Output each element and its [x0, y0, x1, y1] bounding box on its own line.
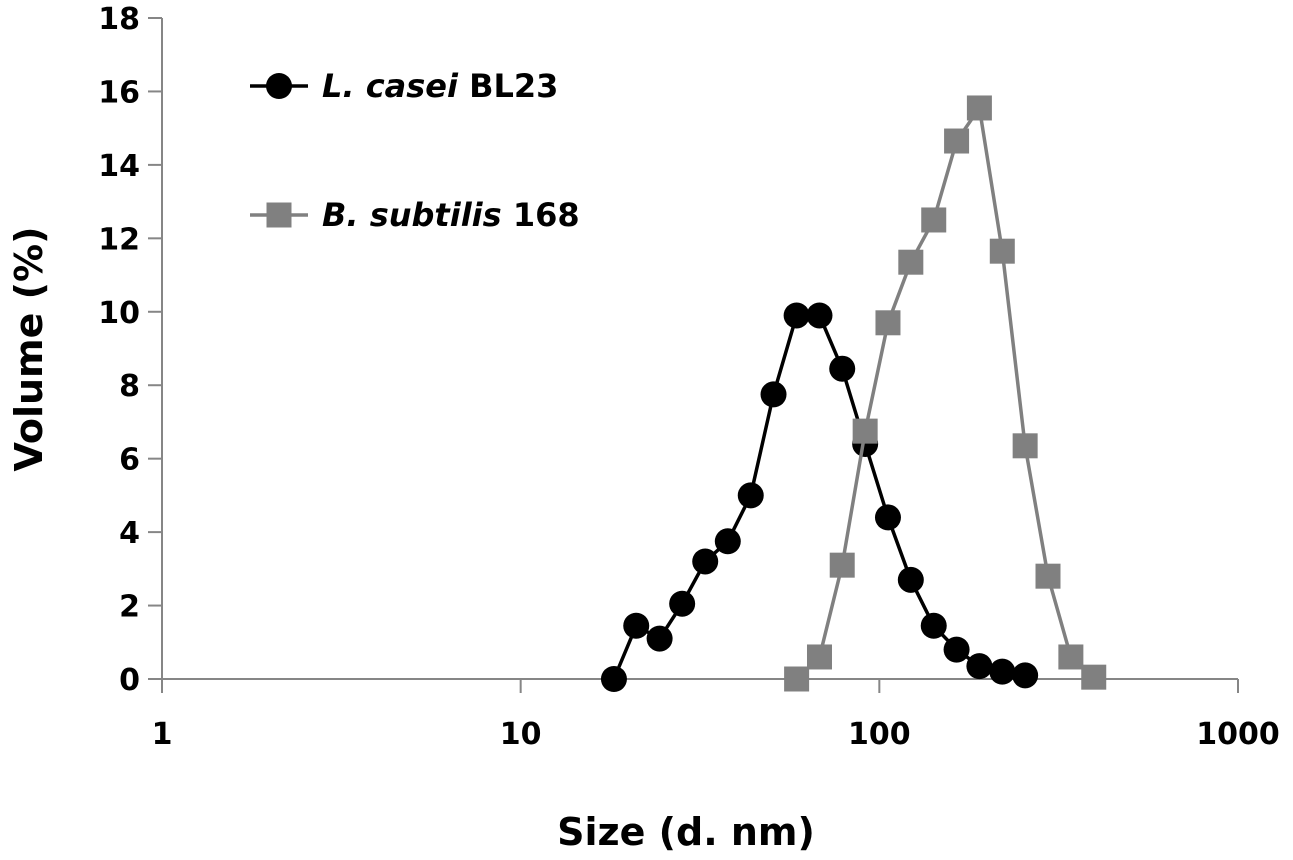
data-point — [829, 552, 855, 578]
data-point — [920, 612, 947, 639]
y-tick-label: 14 — [98, 149, 140, 184]
data-point — [784, 666, 810, 692]
data-point — [921, 207, 947, 233]
data-point — [966, 653, 993, 680]
y-tick-label: 8 — [119, 369, 140, 404]
legend-item: B. subtilis 168 — [250, 196, 580, 234]
legend-marker — [266, 202, 292, 228]
y-tick-label: 12 — [98, 222, 140, 257]
legend-marker — [266, 73, 292, 99]
data-point — [1012, 662, 1039, 689]
data-point — [806, 302, 833, 329]
data-point — [600, 666, 627, 692]
data-point — [760, 381, 787, 408]
y-tick-label: 6 — [119, 443, 140, 478]
data-point — [989, 238, 1015, 264]
legend-item: L. casei BL23 — [250, 67, 558, 105]
data-point — [944, 128, 970, 154]
data-point — [829, 355, 856, 382]
data-point — [897, 566, 924, 593]
data-point — [737, 482, 764, 509]
x-tick-label: 100 — [848, 717, 911, 752]
data-point — [692, 548, 719, 575]
x-tick-label: 1000 — [1196, 717, 1280, 752]
data-point — [806, 644, 832, 670]
data-point — [623, 612, 650, 639]
data-point — [1035, 563, 1061, 589]
legend-label: B. subtilis 168 — [322, 196, 580, 234]
x-tick-label: 1 — [152, 717, 173, 752]
data-point — [966, 95, 992, 121]
data-point — [989, 658, 1016, 685]
data-point — [783, 302, 810, 329]
x-axis-title: Size (d. nm) — [557, 810, 815, 854]
y-axis-ticks: 0 2 4 6 8 10 12 14 16 18 — [98, 2, 162, 698]
y-tick-label: 4 — [119, 516, 140, 551]
legend-label-rest: BL23 — [458, 67, 558, 105]
legend-label-italic: B. subtilis — [322, 196, 502, 234]
data-point — [714, 528, 741, 555]
y-tick-label: 0 — [119, 663, 140, 698]
data-point — [669, 590, 696, 617]
x-tick-label: 10 — [500, 717, 542, 752]
series-line — [795, 103, 1095, 681]
data-point — [874, 504, 901, 531]
y-axis-title: Volume (%) — [7, 227, 51, 472]
series-2 — [784, 95, 1107, 692]
legend-label: L. casei BL23 — [322, 67, 558, 105]
data-point — [1012, 433, 1038, 459]
legend-label-rest: 168 — [502, 196, 580, 234]
y-tick-label: 16 — [98, 75, 140, 110]
data-point — [1081, 664, 1107, 690]
data-point — [646, 625, 673, 652]
x-axis-ticks: 1 10 100 1000 — [152, 679, 1280, 752]
legend: L. casei BL23 B. subtilis 168 — [250, 67, 580, 234]
data-point — [1058, 644, 1084, 670]
legend-label-italic: L. casei — [322, 67, 459, 105]
axes — [161, 18, 1238, 680]
data-point — [898, 249, 924, 275]
data-point — [943, 636, 970, 663]
data-point — [875, 310, 901, 336]
series-1 — [600, 302, 1039, 692]
y-tick-label: 18 — [98, 2, 140, 37]
y-tick-label: 2 — [119, 590, 140, 625]
series-line — [612, 313, 1026, 680]
y-tick-label: 10 — [98, 296, 140, 331]
data-point — [852, 418, 878, 444]
series-layer — [600, 95, 1107, 692]
